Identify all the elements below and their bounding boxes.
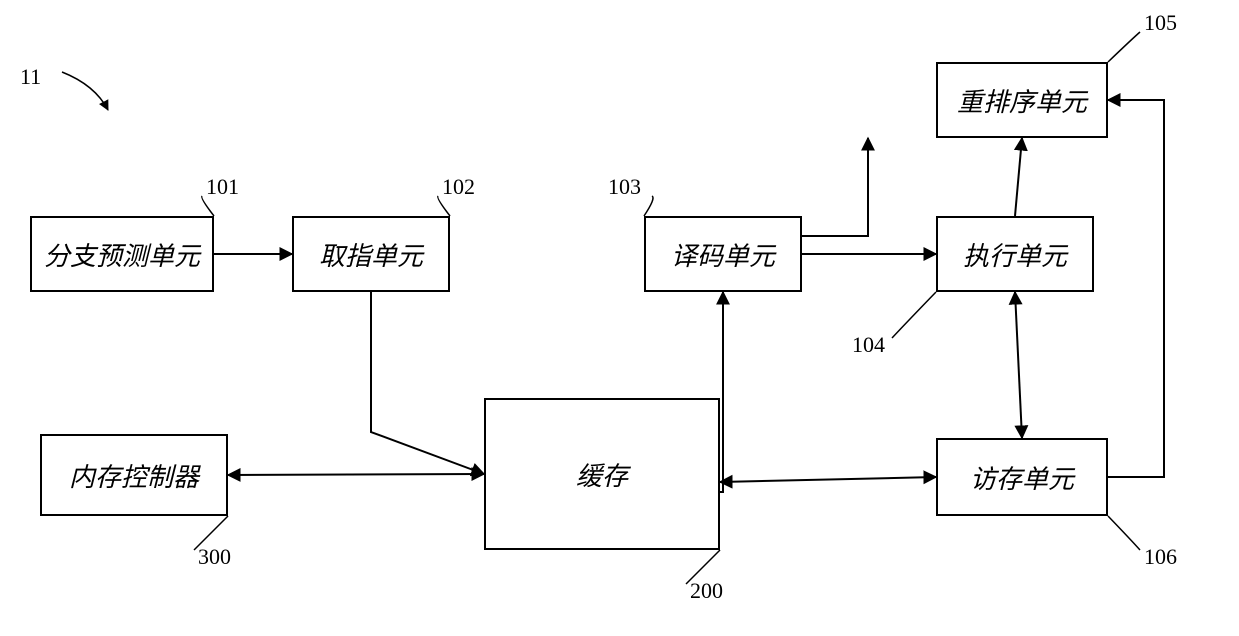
node-n105: 重排序单元 <box>936 62 1108 138</box>
ref-leader <box>1108 32 1140 62</box>
ref-label-104: 104 <box>852 332 885 358</box>
edge <box>1015 138 1022 216</box>
node-label: 访存单元 <box>970 459 1074 496</box>
ref-label-106: 106 <box>1144 544 1177 570</box>
ref-leader <box>1108 516 1140 550</box>
node-n101: 分支预测单元 <box>30 216 214 292</box>
edge <box>802 138 868 236</box>
node-n300: 内存控制器 <box>40 434 228 516</box>
edge <box>1015 292 1022 438</box>
edge <box>228 474 484 475</box>
node-n102: 取指单元 <box>292 216 450 292</box>
node-label: 缓存 <box>576 456 628 493</box>
ref-leader <box>892 292 936 338</box>
node-label: 分支预测单元 <box>44 236 200 273</box>
ref-label-103: 103 <box>608 174 641 200</box>
ref-label-300: 300 <box>198 544 231 570</box>
node-label: 内存控制器 <box>69 457 199 494</box>
ref-leader <box>644 196 653 216</box>
ref-label-200: 200 <box>690 578 723 604</box>
figure-label: 11 <box>20 64 41 90</box>
ref-label-102: 102 <box>442 174 475 200</box>
figure-arrow <box>62 72 108 110</box>
node-n200: 缓存 <box>484 398 720 550</box>
node-n103: 译码单元 <box>644 216 802 292</box>
node-label: 重排序单元 <box>957 82 1087 119</box>
node-label: 取指单元 <box>319 236 423 273</box>
node-label: 执行单元 <box>963 236 1067 273</box>
edge <box>720 477 936 482</box>
node-n104: 执行单元 <box>936 216 1094 292</box>
edge <box>1108 100 1164 477</box>
node-n106: 访存单元 <box>936 438 1108 516</box>
ref-label-101: 101 <box>206 174 239 200</box>
edge <box>371 292 484 474</box>
node-label: 译码单元 <box>671 236 775 273</box>
ref-label-105: 105 <box>1144 10 1177 36</box>
edge <box>720 292 723 492</box>
